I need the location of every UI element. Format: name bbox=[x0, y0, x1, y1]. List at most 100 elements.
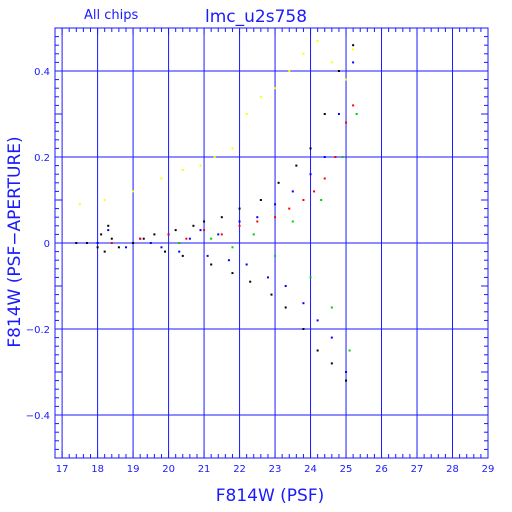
x-tick-label: 20 bbox=[162, 464, 175, 475]
data-point bbox=[266, 276, 269, 279]
data-point bbox=[330, 61, 333, 64]
data-point bbox=[345, 121, 348, 124]
x-axis-label: F814W (PSF) bbox=[216, 486, 325, 506]
data-point bbox=[323, 177, 326, 180]
chart-title: lmc_u2s758 bbox=[205, 7, 307, 27]
data-point bbox=[274, 203, 277, 206]
data-point bbox=[274, 254, 277, 257]
data-point bbox=[132, 242, 135, 244]
data-point bbox=[160, 177, 163, 180]
data-point bbox=[245, 263, 248, 266]
data-point bbox=[345, 371, 348, 373]
data-point bbox=[316, 319, 319, 322]
data-point bbox=[103, 199, 106, 201]
x-tick-label: 23 bbox=[269, 464, 282, 475]
data-point bbox=[213, 156, 216, 158]
data-point bbox=[227, 259, 230, 262]
data-point bbox=[320, 199, 323, 201]
data-point bbox=[110, 242, 113, 244]
data-point bbox=[160, 246, 163, 249]
data-point bbox=[238, 224, 241, 227]
tick-marks bbox=[55, 27, 489, 459]
data-point bbox=[100, 233, 103, 236]
data-point bbox=[352, 61, 355, 64]
data-point bbox=[206, 254, 209, 257]
data-point bbox=[337, 113, 340, 115]
data-point bbox=[352, 48, 355, 51]
data-point bbox=[210, 237, 213, 240]
data-point bbox=[96, 246, 99, 249]
data-point bbox=[323, 156, 326, 158]
data-point bbox=[238, 220, 241, 223]
data-point bbox=[178, 242, 181, 244]
x-tick-label: 17 bbox=[56, 464, 69, 475]
data-point bbox=[291, 220, 294, 223]
data-point bbox=[192, 224, 195, 227]
x-tick-label: 18 bbox=[91, 464, 104, 475]
data-point bbox=[245, 113, 248, 115]
data-point bbox=[107, 224, 110, 227]
y-tick-label: 0.2 bbox=[34, 153, 50, 164]
scatter-points bbox=[75, 39, 358, 382]
data-point bbox=[220, 216, 223, 219]
data-point bbox=[153, 233, 156, 236]
data-point bbox=[181, 254, 184, 257]
data-point bbox=[199, 164, 202, 167]
data-point bbox=[302, 199, 305, 201]
data-point bbox=[291, 190, 294, 193]
data-point bbox=[149, 242, 152, 244]
x-tick-label: 26 bbox=[375, 464, 388, 475]
data-point bbox=[178, 250, 181, 253]
data-point bbox=[352, 104, 355, 107]
data-point bbox=[78, 203, 81, 206]
data-point bbox=[164, 250, 167, 253]
data-point bbox=[188, 237, 191, 240]
data-point bbox=[337, 70, 340, 72]
data-point bbox=[288, 207, 291, 210]
data-point bbox=[199, 229, 202, 232]
y-tick-label: 0.4 bbox=[34, 67, 50, 78]
data-point bbox=[352, 44, 355, 47]
data-point bbox=[185, 237, 188, 240]
data-point bbox=[238, 207, 241, 210]
y-tick-label: 0 bbox=[44, 239, 50, 250]
data-point bbox=[341, 156, 344, 158]
data-point bbox=[174, 229, 177, 232]
data-point bbox=[288, 70, 291, 72]
x-tick-label: 29 bbox=[482, 464, 495, 475]
data-point bbox=[231, 147, 234, 150]
data-point bbox=[316, 349, 319, 352]
data-point bbox=[252, 233, 255, 236]
data-point bbox=[142, 237, 145, 240]
data-point bbox=[231, 272, 234, 275]
data-point bbox=[309, 173, 312, 176]
x-tick-label: 19 bbox=[127, 464, 140, 475]
data-point bbox=[124, 246, 127, 249]
x-tick-label: 21 bbox=[198, 464, 211, 475]
data-point bbox=[277, 181, 280, 184]
data-point bbox=[110, 237, 113, 240]
data-point bbox=[259, 199, 262, 201]
data-point bbox=[132, 190, 135, 193]
data-point bbox=[302, 302, 305, 305]
data-point bbox=[345, 379, 348, 382]
data-point bbox=[231, 246, 234, 249]
y-tick-label: −0.4 bbox=[26, 411, 50, 422]
data-point bbox=[107, 229, 110, 232]
data-point bbox=[259, 95, 262, 98]
data-point bbox=[249, 280, 252, 283]
data-point bbox=[256, 220, 259, 223]
chart-subtitle: All chips bbox=[84, 8, 138, 23]
data-point bbox=[284, 285, 287, 287]
y-tick-labels: −0.4 −0.2 0 0.2 0.4 bbox=[26, 67, 50, 422]
data-point bbox=[256, 216, 259, 219]
data-point bbox=[295, 164, 298, 167]
data-point bbox=[309, 147, 312, 150]
grid-lines bbox=[55, 28, 488, 458]
x-tick-label: 22 bbox=[233, 464, 246, 475]
data-point bbox=[355, 113, 358, 115]
data-point bbox=[117, 246, 120, 249]
x-tick-label: 27 bbox=[411, 464, 424, 475]
